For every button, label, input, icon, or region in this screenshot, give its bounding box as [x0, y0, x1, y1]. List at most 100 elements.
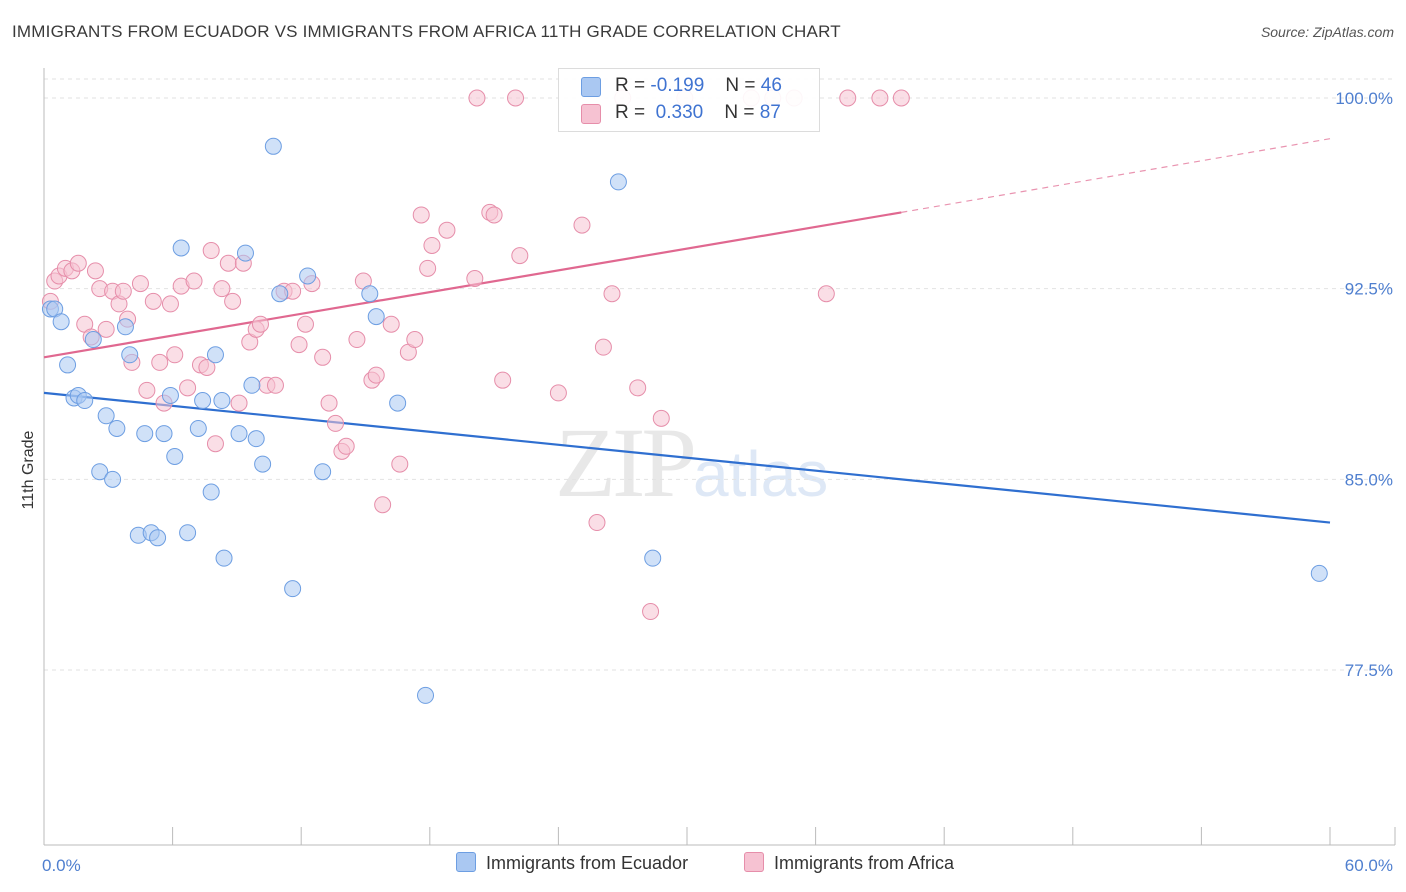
data-point-ecuador [314, 463, 332, 481]
data-point-ecuador [166, 447, 184, 465]
data-point-ecuador [179, 524, 197, 542]
trend-line-ecuador [43, 391, 1331, 524]
data-point-africa [652, 409, 670, 427]
data-point-ecuador [299, 267, 317, 285]
data-point-africa [97, 320, 115, 338]
y-tick-label: 77.5% [1345, 661, 1393, 680]
tick-labels: 77.5% 85.0% 92.5% 100.0% 0.0% 60.0% [42, 89, 1393, 875]
x-tick-label: 60.0% [1345, 856, 1393, 875]
y-tick-label: 85.0% [1345, 470, 1393, 489]
data-point-africa [251, 315, 269, 333]
legend-n-label-africa: N = [724, 102, 755, 123]
data-point-africa [892, 89, 910, 107]
legend-n-label-ecuador: N = [725, 75, 756, 96]
y-tick-label: 92.5% [1345, 280, 1393, 299]
trend-line-africa-extension [901, 138, 1331, 213]
data-point-ecuador [644, 549, 662, 567]
data-point-ecuador [202, 483, 220, 501]
data-point-africa [406, 331, 424, 349]
data-point-ecuador [116, 318, 134, 336]
data-point-ecuador [194, 392, 212, 410]
legend-swatch-ecuador [581, 77, 601, 97]
data-point-ecuador [91, 463, 109, 481]
data-point-ecuador [236, 244, 254, 262]
watermark: ZIPatlas [555, 405, 828, 520]
data-point-africa [507, 89, 525, 107]
data-point-ecuador [121, 346, 139, 364]
data-point-africa [337, 437, 355, 455]
data-point-africa [594, 338, 612, 356]
data-point-africa [549, 384, 567, 402]
data-point-ecuador [97, 407, 115, 425]
data-point-ecuador [1310, 564, 1328, 582]
legend-r-label-africa: R = [615, 102, 646, 123]
data-point-ecuador [104, 470, 122, 488]
bottom-legend-label-ecuador: Immigrants from Ecuador [486, 853, 689, 873]
data-point-ecuador [136, 425, 154, 443]
data-point-africa [161, 295, 179, 313]
series-ecuador-points [41, 137, 1328, 704]
bottom-legend-ecuador: Immigrants from Ecuador [456, 852, 688, 874]
data-point-africa [839, 89, 857, 107]
data-point-africa [166, 346, 184, 364]
data-point-africa [412, 206, 430, 224]
data-point-africa [131, 275, 149, 293]
data-point-ecuador [389, 394, 407, 412]
data-point-africa [219, 254, 237, 272]
bottom-legend-label-africa: Immigrants from Africa [774, 853, 955, 873]
data-point-ecuador [284, 580, 302, 598]
watermark-atlas: atlas [693, 438, 829, 510]
trend-lines [43, 138, 1331, 524]
data-point-africa [419, 259, 437, 277]
data-point-africa [485, 206, 503, 224]
data-point-ecuador [84, 331, 102, 349]
data-point-africa [114, 282, 132, 300]
legend-n-value-africa: 87 [759, 102, 781, 123]
source-label: Source: ZipAtlas.com [1260, 24, 1394, 40]
data-point-africa [213, 280, 231, 298]
data-point-ecuador [76, 392, 94, 410]
data-point-ecuador [59, 356, 77, 374]
data-point-africa [817, 285, 835, 303]
data-point-africa [179, 379, 197, 397]
data-point-africa [367, 366, 385, 384]
data-point-ecuador [361, 285, 379, 303]
data-point-africa [296, 315, 314, 333]
data-point-africa [144, 292, 162, 310]
data-point-ecuador [367, 308, 385, 326]
data-point-ecuador [609, 173, 627, 191]
legend-n-value-ecuador: 46 [760, 75, 782, 96]
data-point-africa [382, 315, 400, 333]
data-point-africa [438, 221, 456, 239]
data-point-africa [206, 435, 224, 453]
data-point-africa [86, 262, 104, 280]
data-point-africa [494, 371, 512, 389]
data-point-ecuador [149, 529, 167, 547]
data-point-ecuador [172, 239, 190, 257]
data-point-ecuador [52, 313, 70, 331]
data-point-africa [391, 455, 409, 473]
data-point-africa [224, 292, 242, 310]
series-africa-points [41, 89, 910, 621]
bottom-legend-swatch-ecuador [456, 852, 476, 872]
data-point-ecuador [215, 549, 233, 567]
data-point-ecuador [206, 346, 224, 364]
data-point-ecuador [161, 386, 179, 404]
legend-r-value-ecuador: -0.199 [650, 75, 705, 96]
data-point-africa [466, 269, 484, 287]
y-tick-label: 100.0% [1335, 89, 1393, 108]
x-tick-label: 0.0% [42, 856, 81, 875]
chart-title: IMMIGRANTS FROM ECUADOR VS IMMIGRANTS FR… [12, 22, 841, 41]
data-point-africa [185, 272, 203, 290]
data-point-africa [423, 236, 441, 254]
data-point-ecuador [108, 419, 126, 437]
data-point-africa [573, 216, 591, 234]
data-point-africa [326, 414, 344, 432]
data-point-africa [642, 603, 660, 621]
data-point-africa [69, 254, 87, 272]
data-point-africa [603, 285, 621, 303]
data-point-ecuador [155, 425, 173, 443]
watermark-zip: ZIP [555, 407, 697, 518]
data-point-ecuador [264, 137, 282, 155]
legend-r-label-ecuador: R = [615, 75, 646, 96]
